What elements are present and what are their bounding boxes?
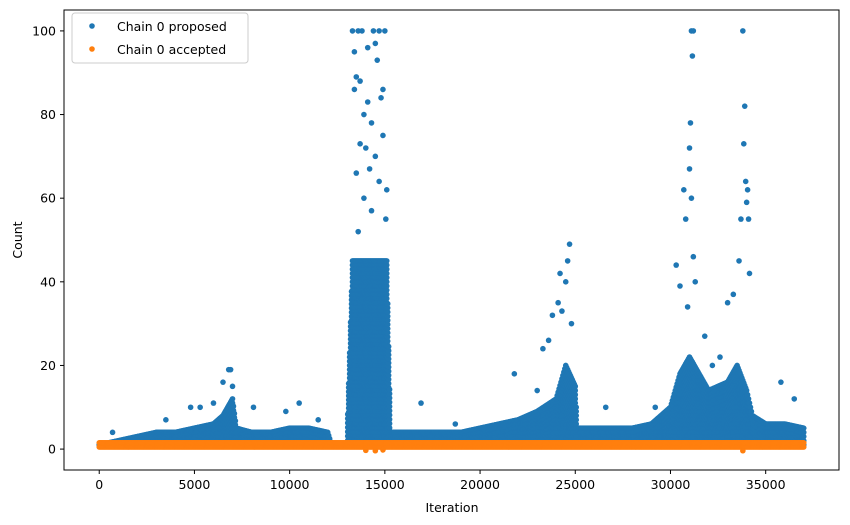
data-point xyxy=(231,410,238,417)
data-point xyxy=(232,418,239,424)
plot-points xyxy=(96,28,807,454)
data-point xyxy=(572,383,579,390)
data-point xyxy=(573,404,580,411)
data-point xyxy=(386,386,393,393)
data-point xyxy=(384,300,391,307)
data-point xyxy=(229,396,236,402)
data-point xyxy=(385,343,392,350)
data-point xyxy=(230,403,237,410)
data-point xyxy=(383,258,390,264)
